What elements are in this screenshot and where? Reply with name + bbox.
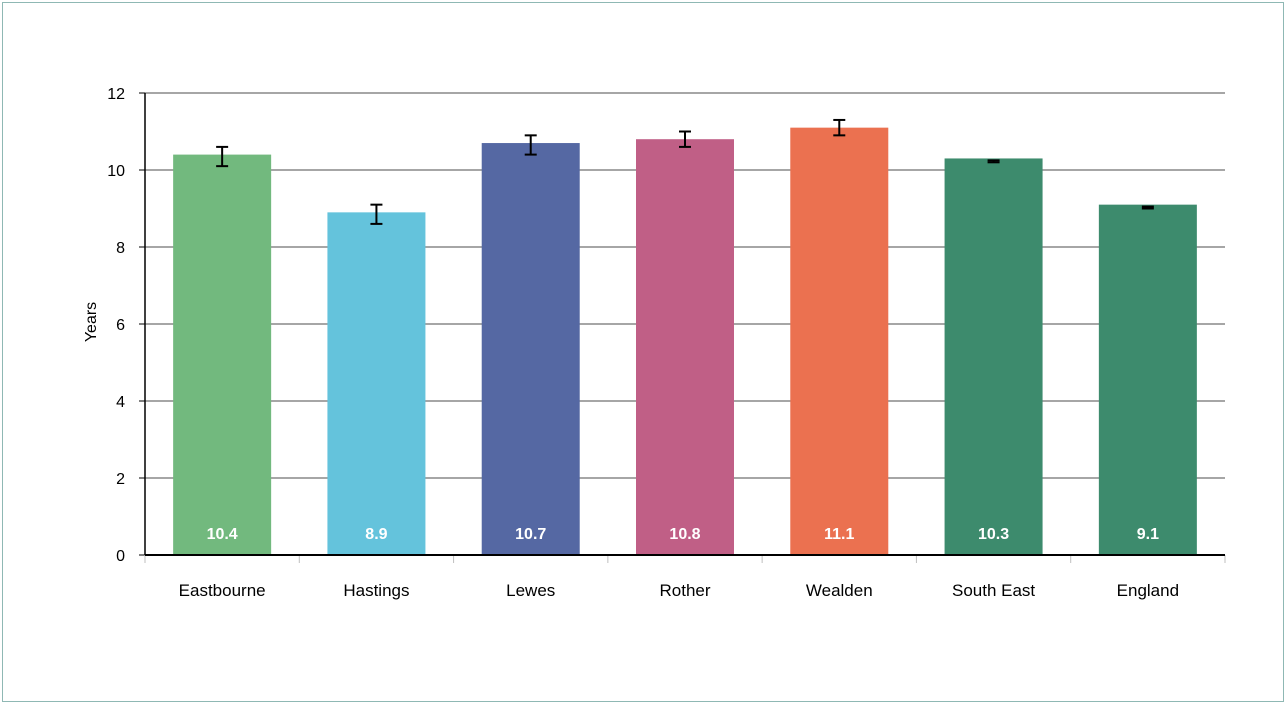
y-tick-label: 0 — [116, 548, 125, 565]
x-tick-label: Lewes — [506, 581, 555, 600]
y-tick-label: 10 — [107, 163, 125, 180]
y-tick-label: 2 — [116, 471, 125, 488]
y-tick-label: 6 — [116, 317, 125, 334]
data-label: 9.1 — [1137, 526, 1159, 543]
y-tick-label: 8 — [116, 240, 125, 257]
x-tick-label: South East — [952, 581, 1035, 600]
axes: 0 2 4 6 8 10 12 Eastbourne Hastings Lewes Rother We… — [107, 86, 1226, 600]
y-axis-title: Years — [83, 302, 100, 342]
data-label: 10.3 — [978, 526, 1009, 543]
bar — [636, 139, 734, 555]
data-label: 10.7 — [515, 526, 546, 543]
bar — [327, 212, 426, 555]
x-tick-label: Wealden — [806, 581, 873, 600]
bar — [790, 127, 889, 556]
bars: 10.4 8.9 10.7 10.8 11.1 10.3 9.1 — [173, 118, 1197, 556]
data-label: 11.1 — [824, 526, 854, 543]
bar — [944, 158, 1043, 555]
y-tick-label: 12 — [107, 86, 125, 103]
data-label: 10.8 — [669, 526, 700, 543]
data-label: 8.9 — [365, 526, 387, 543]
data-label: 10.4 — [207, 526, 238, 543]
x-tick-label: Rother — [659, 581, 710, 600]
x-tick-label: Eastbourne — [179, 581, 266, 600]
bar — [1098, 204, 1197, 555]
bar — [481, 143, 580, 556]
x-tick-label: Hastings — [343, 581, 409, 600]
x-tick-label: England — [1117, 581, 1179, 600]
bar-chart: 10.4 8.9 10.7 10.8 11.1 10.3 9.1 0 2 4 6 8 10 12 East… — [83, 86, 1226, 600]
bar — [173, 154, 272, 555]
y-tick-label: 4 — [116, 394, 125, 411]
